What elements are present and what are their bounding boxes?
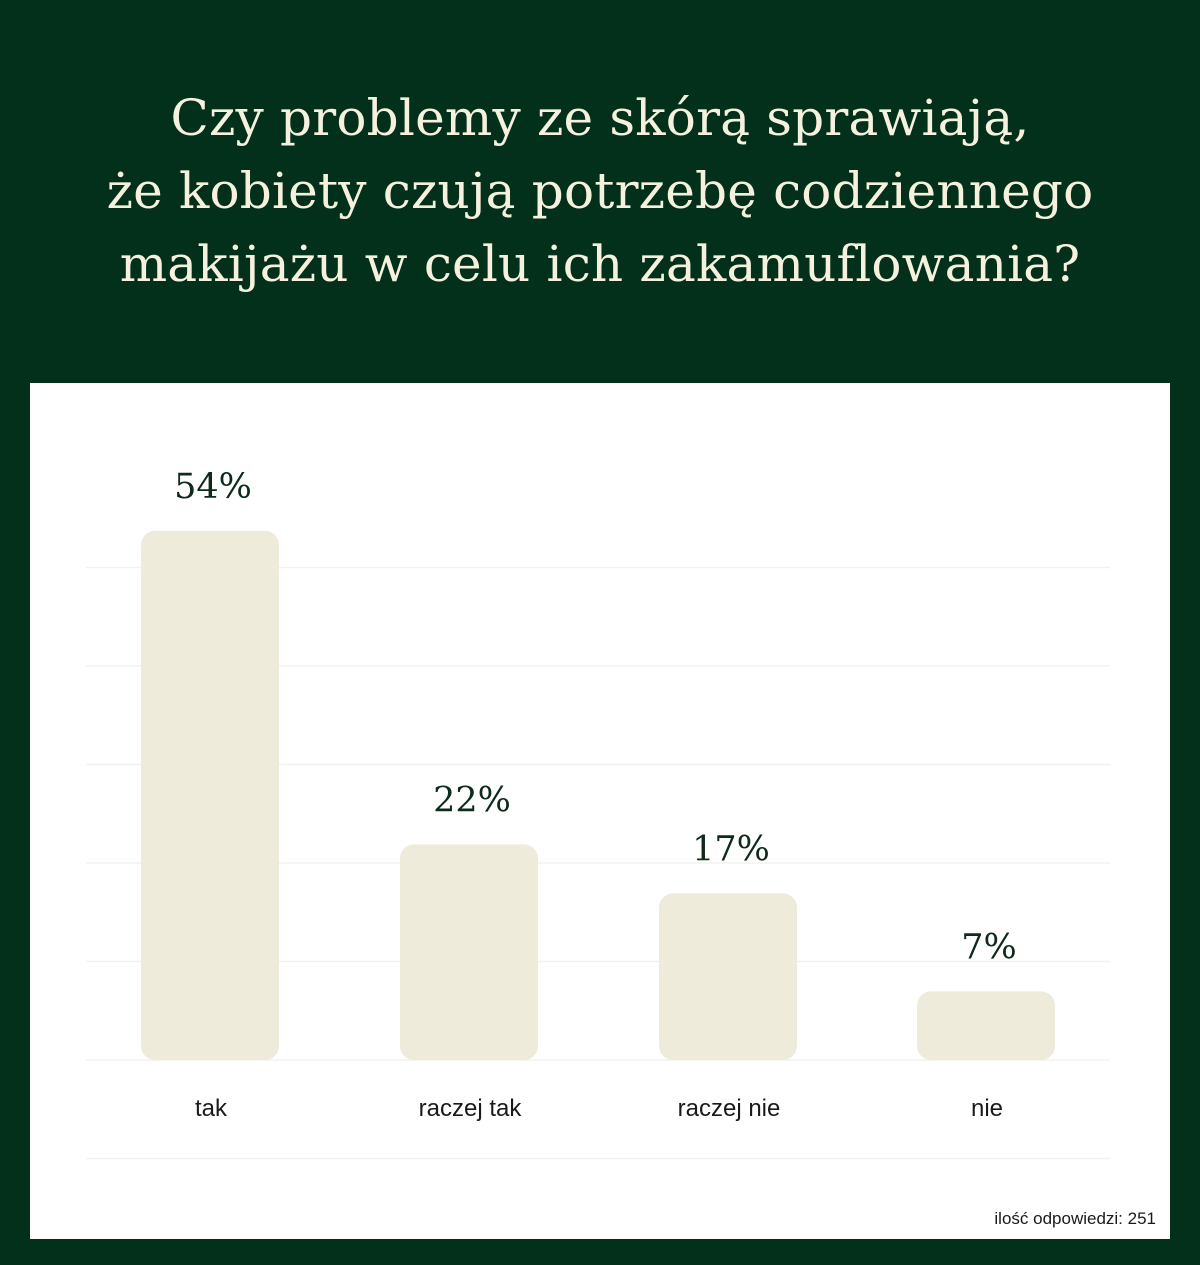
bar-1	[141, 530, 279, 1060]
category-label-1: tak	[195, 1095, 228, 1122]
chart-panel: 54% tak 22% raczej tak 17% raczej nie 7% nie il…	[30, 383, 1170, 1239]
category-label-2: raczej tak	[419, 1095, 523, 1122]
category-label-4: nie	[971, 1095, 1003, 1122]
bar-2	[400, 844, 538, 1060]
chart-title-line-3: makijażu w celu ich zakamuflowania?	[119, 235, 1081, 293]
chart-title: Czy problemy ze skórą sprawiają, że kobi…	[0, 82, 1200, 301]
bar-value-label-1: 54%	[174, 467, 252, 507]
bar-value-label-2: 22%	[433, 780, 511, 820]
response-count-note: ilość odpowiedzi: 251	[994, 1209, 1156, 1228]
bar-4	[917, 991, 1055, 1060]
bar-3	[659, 893, 797, 1060]
bar-value-label-3: 17%	[692, 829, 770, 869]
chart-title-line-1: Czy problemy ze skórą sprawiają,	[170, 89, 1030, 147]
category-label-3: raczej nie	[678, 1095, 781, 1122]
chart-title-line-2: że kobiety czują potrzebę codziennego	[106, 162, 1094, 220]
bar-value-label-4: 7%	[961, 927, 1017, 967]
bar-chart: 54% tak 22% raczej tak 17% raczej nie 7% nie	[86, 467, 1110, 1160]
